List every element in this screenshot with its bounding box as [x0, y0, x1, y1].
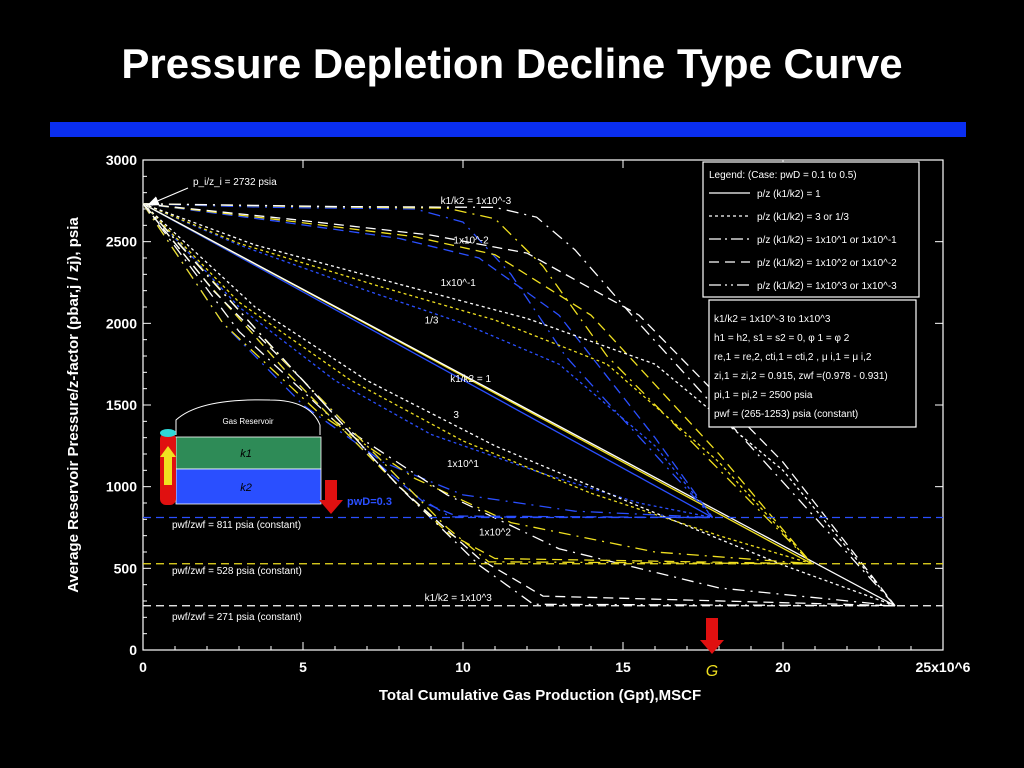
series-line [142, 203, 896, 607]
reservoir-title: Gas Reservoir [222, 417, 273, 426]
series-line [142, 203, 713, 519]
curve-label: k1/k2 = 1x10^3 [425, 593, 493, 604]
y-tick-label: 3000 [106, 152, 137, 168]
y-tick-label: 1000 [106, 479, 137, 495]
parameters-lines: k1/k2 = 1x10^-3 to 1x10^3 h1 = h2, s1 = s… [714, 314, 888, 420]
legend: Legend: (Case: pwD = 0.1 to 0.5) p/z (k1… [702, 161, 920, 298]
parameter-line: pi,1 = pi,2 = 2500 psia [714, 390, 813, 401]
x-axis-label: Total Cumulative Gas Production (Gpt),MS… [379, 687, 701, 704]
initial-point-label: p_i/z_i = 2732 psia [193, 177, 277, 188]
initial-point-annotation: p_i/z_i = 2732 psia [146, 177, 277, 206]
x-tick-label: 10 [455, 659, 471, 675]
series-line [142, 203, 714, 518]
flow-up-arrow [160, 446, 176, 485]
parameter-line: zi,1 = zi,2 = 0.915, zwf =(0.978 - 0.931… [714, 371, 888, 382]
curve-labels-layer: k1/k2 = 1x10^-3 1x10^-2 1x10^-1 1/3 k1/k2 = … [425, 196, 512, 604]
series-line [142, 203, 713, 519]
y-tick-label: 2000 [106, 315, 137, 331]
parameter-line: re,1 = re,2, cti,1 = cti,2 , μ i,1 = μ i… [714, 352, 872, 363]
series-line [142, 203, 813, 565]
pwf-label: pwf/zwf = 528 psia (constant) [172, 566, 302, 577]
curve-label: 1x10^-2 [453, 235, 489, 246]
axis-ticks: 0 5 10 15 20 25x10^6 0 500 1000 1500 2000 2500 3000 [106, 152, 971, 675]
parameter-line: pwf = (265-1253) psia (constant) [714, 409, 858, 420]
title-accent-bar [50, 122, 966, 137]
series-line [142, 203, 713, 519]
layer-k2 [175, 468, 322, 505]
curve-label: k1/k2 = 1x10^-3 [441, 196, 512, 207]
parameters-box: k1/k2 = 1x10^-3 to 1x10^3 h1 = h2, s1 = s… [708, 299, 917, 428]
legend-entries: p/z (k1/k2) = 1 p/z (k1/k2) = 3 or 1/3 p/z… [709, 189, 897, 292]
legend-entry-label: p/z (k1/k2) = 1 [757, 189, 821, 200]
curve-label: 1x10^1 [447, 459, 479, 470]
curve-label: 3 [453, 410, 459, 421]
x-tick-label: 20 [775, 659, 791, 675]
series-line [142, 203, 896, 607]
curve-label: 1x10^2 [479, 528, 511, 539]
pwd-arrow [319, 480, 343, 514]
series-line [142, 203, 813, 565]
legend-title: Legend: (Case: pwD = 0.1 to 0.5) [709, 170, 857, 181]
curve-label: 1x10^-1 [441, 278, 477, 289]
series-line [142, 203, 812, 565]
x-tick-label: 25x10^6 [916, 659, 971, 675]
wellhead [160, 429, 176, 437]
parameters-frame [708, 299, 917, 428]
pwf-lines-layer: pwf/zwf = 811 psia (constant) pwf/zwf = 5… [143, 516, 943, 623]
y-tick-label: 1500 [106, 397, 137, 413]
G-label: G [706, 663, 718, 680]
legend-entry-label: p/z (k1/k2) = 1x10^2 or 1x10^-2 [757, 258, 897, 269]
legend-entry-label: p/z (k1/k2) = 3 or 1/3 [757, 212, 849, 223]
pwd-label: pwD=0.3 [347, 496, 392, 508]
y-tick-label: 2500 [106, 234, 137, 250]
x-tick-label: 15 [615, 659, 631, 675]
series-line [142, 203, 812, 565]
x-tick-label: 0 [139, 659, 147, 675]
series-line [142, 203, 896, 607]
layer-k1-label: k1 [240, 448, 252, 460]
series-line [142, 203, 896, 607]
parameter-line: k1/k2 = 1x10^-3 to 1x10^3 [714, 314, 831, 325]
series-line [142, 203, 813, 565]
series-layer [142, 203, 896, 607]
page-title: Pressure Depletion Decline Type Curve [121, 40, 903, 87]
x-tick-label: 5 [299, 659, 307, 675]
y-axis-label: Average Reservoir Pressure/z-factor (pba… [65, 217, 82, 593]
legend-entry-label: p/z (k1/k2) = 1x10^3 or 1x10^-3 [757, 281, 897, 292]
y-tick-label: 500 [114, 560, 138, 576]
series-line [142, 203, 714, 518]
G-arrow [700, 618, 724, 654]
series-line [142, 203, 896, 607]
pwf-label: pwf/zwf = 811 psia (constant) [172, 520, 301, 531]
series-line [142, 203, 714, 518]
y-tick-label: 0 [129, 642, 137, 658]
initial-point-arrow [146, 187, 189, 206]
parameter-line: h1 = h2, s1 = s2 = 0, φ 1 = φ 2 [714, 333, 850, 344]
series-line [142, 203, 896, 607]
reservoir-dome [175, 399, 321, 435]
curve-label: k1/k2 = 1 [450, 374, 491, 385]
series-line [142, 203, 896, 607]
layer-k2-label: k2 [240, 482, 252, 494]
legend-frame [702, 161, 920, 298]
pwf-label: pwf/zwf = 271 psia (constant) [172, 612, 302, 623]
reservoir-inset: Gas Reservoir k1 k2 pwD=0.3 [160, 399, 392, 514]
curve-label: 1/3 [425, 315, 439, 326]
G-marker: G [700, 618, 724, 680]
series-line [142, 203, 896, 607]
legend-entry-label: p/z (k1/k2) = 1x10^1 or 1x10^-1 [757, 235, 897, 246]
